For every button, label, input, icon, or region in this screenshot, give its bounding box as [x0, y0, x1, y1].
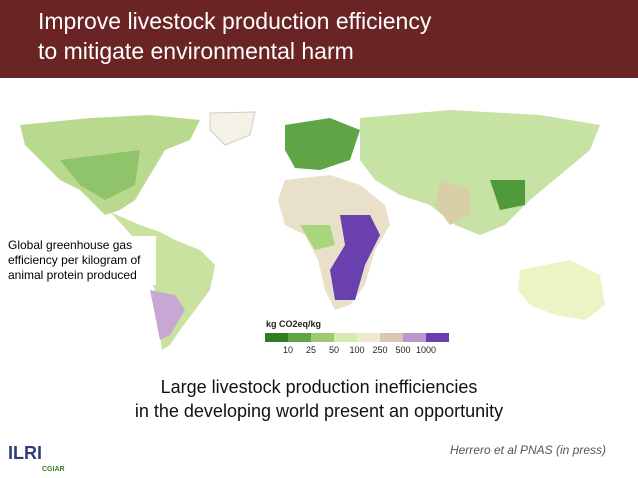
subtitle-line: in the developing world present an oppor…	[134, 401, 504, 421]
legend-swatch	[334, 333, 357, 342]
region	[60, 150, 140, 200]
south-america	[110, 212, 215, 350]
logo: ILRI	[8, 443, 42, 463]
australia	[518, 260, 605, 320]
title-bar: Improve livestock production efficiency …	[0, 0, 638, 78]
legend-swatch	[311, 333, 334, 342]
region	[435, 180, 470, 225]
region	[490, 180, 525, 210]
legend-label: 50	[329, 345, 339, 355]
title-line: to mitigate environmental harm	[38, 38, 354, 64]
legend-label: 10	[283, 345, 293, 355]
legend-swatch	[265, 333, 288, 342]
legend-swatch	[357, 333, 380, 342]
asia	[360, 110, 600, 235]
caption-line: Global greenhouse gas	[8, 238, 133, 252]
caption-line: efficiency per kilogram of	[8, 253, 141, 267]
region	[300, 225, 335, 250]
legend-title: kg CO2eq/kg	[266, 319, 321, 329]
legend-swatch	[380, 333, 403, 342]
logo: CGIAR	[42, 466, 65, 473]
greenland	[209, 111, 256, 146]
caption-line: animal protein produced	[8, 268, 137, 282]
legend-label: 25	[306, 345, 316, 355]
title-line: Improve livestock production efficiency	[38, 8, 432, 34]
region	[330, 215, 380, 300]
map-caption: Global greenhouse gas efficiency per kil…	[6, 236, 156, 285]
legend-label: 250	[372, 345, 387, 355]
legend-swatch	[403, 333, 426, 342]
legend-label: 1000	[416, 345, 436, 355]
subtitle-line: Large livestock production inefficiencie…	[160, 377, 478, 397]
europe	[285, 118, 360, 170]
legend-label: 500	[395, 345, 410, 355]
region	[150, 290, 185, 340]
legend-swatch	[288, 333, 311, 342]
legend-label: 100	[349, 345, 364, 355]
legend: 10 25 50 100 250 500 1000	[265, 333, 449, 355]
citation: Herrero et al PNAS (in press)	[449, 443, 606, 457]
legend-swatch	[426, 333, 449, 342]
